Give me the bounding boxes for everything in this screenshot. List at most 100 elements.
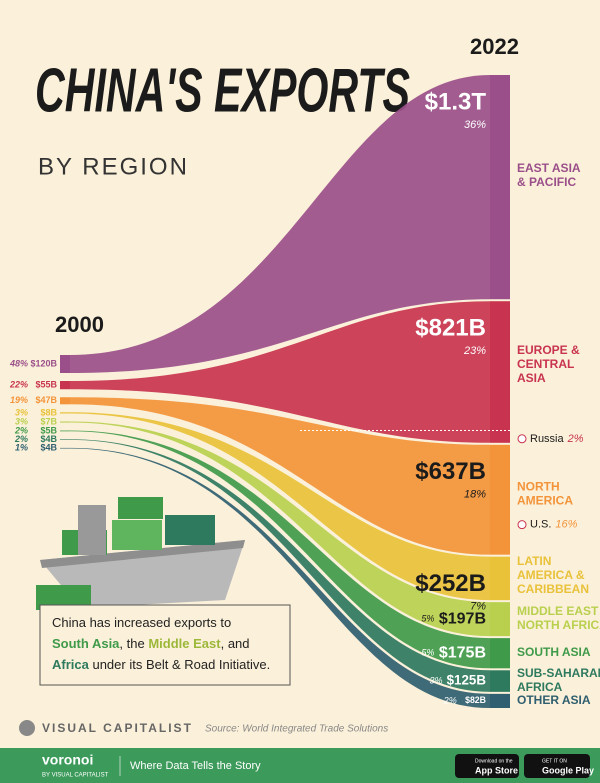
value-2000: $4B [40,443,57,453]
share-2000: 19% [10,395,28,405]
footer-logo[interactable]: voronoi [42,752,93,768]
share-2000: 3% [15,416,28,426]
share-2022: 18% [464,489,486,501]
share-2000: 2% [14,425,28,435]
callout-box [39,604,291,686]
share-2022: 5% [421,614,434,624]
bar-2022 [490,693,510,708]
share-2000: 48% [9,358,28,368]
value-2000: $55B [35,380,57,390]
callout-text: China has increased exports to [52,615,231,630]
ship-bridge [78,505,106,555]
brand-logo [19,720,35,736]
flow-ribbon [70,421,490,637]
flag-icon [517,434,527,444]
year-label: 2022 [470,34,519,59]
bar-2022 [490,444,510,555]
region-name: SUB-SAHARAN AFRICA [517,666,600,694]
flow-ribbon [70,412,490,601]
bar-2000 [60,421,70,423]
region-name: EAST ASIA & PACIFIC [517,161,581,189]
callout-text: , and [221,636,250,651]
flow-ribbon [70,301,490,443]
source: Source: World Integrated Trade Solutions [205,724,388,735]
region-name: LATIN AMERICA & CARIBBEAN [517,554,589,596]
share-2000: 1% [15,443,28,453]
value-2022: $252B [415,570,486,597]
callout-text: under its Belt & Road Initiative. [89,657,270,672]
ship-deck [40,540,245,568]
region-name: EUROPE & CENTRAL ASIA [517,343,580,385]
note-name: U.S. [530,519,551,531]
bar-2000 [60,439,70,440]
region-name: OTHER ASIA [517,693,591,707]
value-2000: $5B [40,425,57,435]
callout-highlight: Middle East [148,636,221,651]
share-2022: 5% [421,648,434,658]
bar-2022 [490,75,510,300]
google-play-small: GET IT ON [542,758,567,764]
bar-2000 [60,381,70,390]
region-name: MIDDLE EAST &NORTH AFRICA [517,604,600,632]
chart-subtitle: BY REGION [38,153,189,180]
note-share: 2% [567,433,584,445]
footer-logo-sub: BY VISUAL CAPITALIST [42,773,109,779]
share-2022: 2% [443,695,457,705]
flow-ribbon [70,75,490,373]
callout-line: Africa under its Belt & Road Initiative. [52,657,270,672]
bar-2022 [490,670,510,692]
flag-icon [517,520,527,530]
share-2000: 3% [15,407,28,417]
region-name: NORTH AMERICA [517,479,573,507]
bar-2022 [490,301,510,443]
value-2022: $82B [465,695,486,705]
chart-title: CHINA'S EXPORTS [35,56,410,125]
callout-highlight: Africa [52,657,90,672]
callout-line: South Asia, the Middle East, and [52,636,250,651]
bar-2000 [60,447,70,449]
value-2000: $8B [40,407,57,417]
container [165,515,215,545]
note-label: U.S. 16% [530,519,578,531]
value-2022: $197B [439,610,486,627]
callout-text: , the [119,636,148,651]
note-share: 16% [555,519,577,531]
container [118,497,163,519]
note-label: Russia 2% [530,433,584,445]
flow-ribbon [70,430,490,669]
google-play-label: Google Play [542,765,594,775]
share-2022: 7% [470,601,486,613]
bar-2022 [490,602,510,637]
app-store-button[interactable] [455,754,519,778]
share-2000: 2% [14,434,28,444]
value-2000: $7B [40,416,57,426]
bar-2000 [60,430,70,432]
note-name: Russia [530,433,565,445]
bar-2000 [60,397,70,405]
share-2022: 36% [464,119,486,131]
value-2000: $120B [30,358,57,368]
share-2022: 3% [430,675,443,685]
share-2022: 23% [463,345,486,357]
value-2000: $4B [40,434,57,444]
bar-2022 [490,556,510,601]
value-2022: $1.3T [425,88,487,115]
value-2022: $821B [415,315,486,342]
google-play-button[interactable] [524,754,590,778]
value-2022: $637B [415,458,486,485]
bar-2000 [60,355,70,373]
value-2022: $125B [447,673,487,688]
flow-ribbon [70,397,490,555]
bar-2000 [60,412,70,414]
footer-tagline: Where Data Tells the Story [130,760,261,772]
region-name: SOUTH ASIA [517,645,591,659]
flows [70,75,490,708]
flow-ribbon [70,439,490,692]
share-2000: 22% [9,380,28,390]
callout-line: China has increased exports to [52,615,231,630]
app-store-label: App Store [475,765,518,775]
value-2000: $47B [35,395,57,405]
year-label: 2000 [55,312,104,337]
container [112,520,162,550]
